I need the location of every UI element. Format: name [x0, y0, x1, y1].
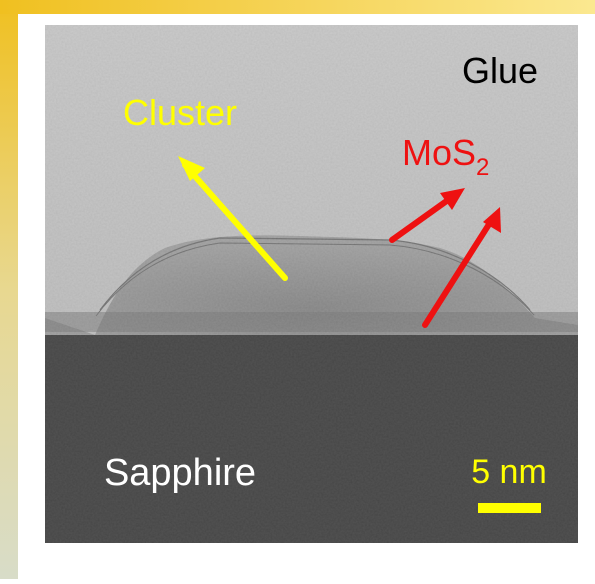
- top-edge: [0, 0, 595, 14]
- mos2-subscript: 2: [476, 154, 489, 181]
- page: {"labels": {"glue": "Glue", "cluster": "…: [0, 0, 595, 579]
- left-edge: [0, 0, 18, 579]
- scale-bar-label: 5 nm: [471, 453, 547, 491]
- mos2-text: MoS: [402, 132, 476, 173]
- glue-label: Glue: [462, 50, 538, 91]
- sapphire-label: Sapphire: [104, 452, 256, 494]
- scale-bar: [478, 503, 541, 513]
- figure: Glue Cluster MoS2 Sapphire 5 nm: [0, 0, 595, 579]
- cluster-label: Cluster: [123, 92, 237, 133]
